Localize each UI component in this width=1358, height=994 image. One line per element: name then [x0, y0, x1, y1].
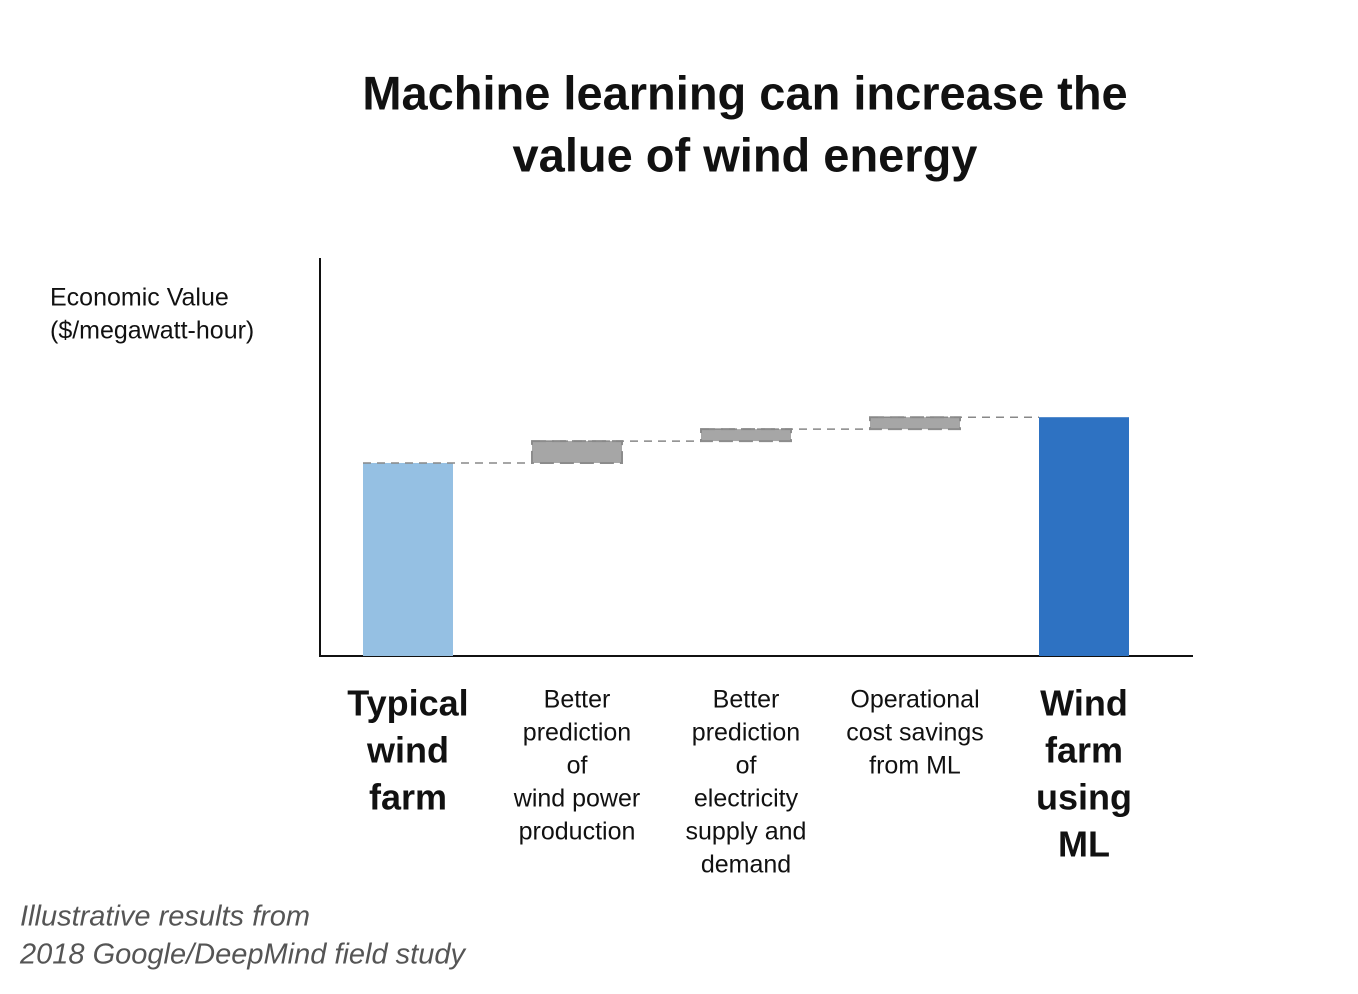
x-tick-label: of — [567, 752, 588, 780]
footnote: Illustrative results from — [20, 901, 310, 933]
x-tick-label: Better — [544, 686, 611, 714]
y-axis-label: Economic Value — [50, 284, 229, 312]
chart-title: Machine learning can increase the — [362, 66, 1127, 119]
chart-title: value of wind energy — [513, 128, 978, 181]
x-tick-label: cost savings — [846, 719, 984, 747]
bar — [363, 462, 453, 656]
x-tick-label: using — [1036, 777, 1132, 818]
x-tick-label: of — [736, 752, 757, 780]
x-tick-label: farm — [1045, 730, 1123, 771]
x-tick-label: from ML — [869, 752, 961, 780]
x-tick-label: prediction — [523, 719, 631, 747]
x-tick-label: prediction — [692, 719, 800, 747]
bar — [531, 440, 623, 464]
bar — [869, 416, 961, 431]
x-tick-label: ML — [1058, 824, 1110, 865]
bar — [1039, 417, 1129, 656]
x-tick-label: Wind — [1040, 683, 1128, 724]
x-tick-label: Typical — [347, 683, 468, 724]
x-tick-label: wind — [366, 730, 449, 771]
bar — [700, 428, 792, 443]
x-tick-label: Operational — [850, 686, 979, 714]
x-tick-label: supply and — [686, 818, 807, 846]
y-axis-label: ($/megawatt-hour) — [50, 317, 254, 345]
x-tick-label: demand — [701, 851, 791, 879]
x-tick-label: electricity — [694, 785, 799, 813]
x-tick-label: production — [519, 818, 636, 846]
footnote: 2018 Google/DeepMind field study — [19, 939, 466, 971]
x-tick-label: wind power — [513, 785, 640, 813]
x-tick-label: farm — [369, 777, 447, 818]
x-tick-label: Better — [713, 686, 780, 714]
